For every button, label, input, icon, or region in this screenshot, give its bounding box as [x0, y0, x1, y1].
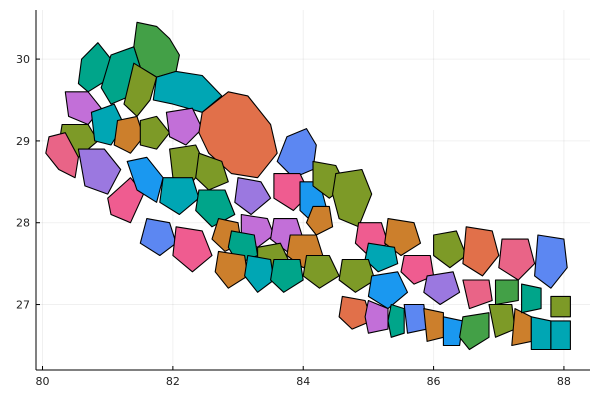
district-region: [521, 283, 542, 314]
district-region: [423, 308, 444, 342]
map-regions: [45, 21, 571, 351]
district-region: [305, 205, 334, 236]
district-region: [498, 238, 536, 281]
district-region: [270, 258, 304, 293]
district-region: [442, 316, 464, 347]
district-region: [172, 226, 213, 273]
y-tick-label: 27: [16, 299, 30, 312]
district-region: [511, 308, 532, 347]
district-region: [338, 295, 373, 330]
district-region: [530, 316, 552, 351]
district-region: [159, 177, 200, 216]
district-region: [338, 258, 376, 293]
district-region: [123, 62, 158, 117]
district-region: [139, 115, 171, 150]
district-region: [550, 295, 571, 318]
district-region: [77, 148, 122, 195]
y-tick-label: 30: [16, 53, 30, 66]
district-region: [165, 107, 203, 146]
district-region: [423, 271, 461, 306]
district-region: [234, 177, 272, 216]
district-region: [198, 91, 278, 179]
district-region: [139, 218, 177, 257]
district-region: [214, 250, 249, 289]
district-region: [45, 132, 79, 179]
district-region: [113, 115, 145, 154]
district-region: [433, 230, 467, 269]
district-region: [534, 234, 568, 289]
district-region: [126, 156, 164, 203]
x-tick-label: 80: [36, 375, 50, 388]
district-region: [364, 242, 399, 273]
district-region: [462, 226, 500, 277]
district-region: [332, 168, 373, 228]
district-region: [364, 299, 389, 334]
district-region: [244, 254, 275, 293]
district-region: [400, 254, 435, 285]
x-tick-label: 84: [296, 375, 310, 388]
district-region: [302, 254, 340, 289]
district-region: [459, 312, 490, 351]
district-region: [276, 128, 317, 179]
district-region: [488, 303, 516, 338]
district-region: [107, 177, 145, 224]
district-region: [550, 320, 571, 351]
district-region: [384, 218, 422, 257]
y-tick-label: 29: [16, 135, 30, 148]
district-region: [195, 152, 229, 191]
district-region: [462, 279, 493, 310]
axes: [35, 10, 590, 371]
x-tick-label: 82: [166, 375, 180, 388]
y-tick-label: 28: [16, 217, 30, 230]
district-region: [494, 279, 519, 306]
district-region: [367, 271, 409, 310]
tick-labels: 80 82 84 86 88 27 28 29 30: [16, 53, 571, 388]
x-tick-label: 88: [557, 375, 571, 388]
district-region: [387, 303, 405, 338]
x-tick-label: 86: [427, 375, 441, 388]
